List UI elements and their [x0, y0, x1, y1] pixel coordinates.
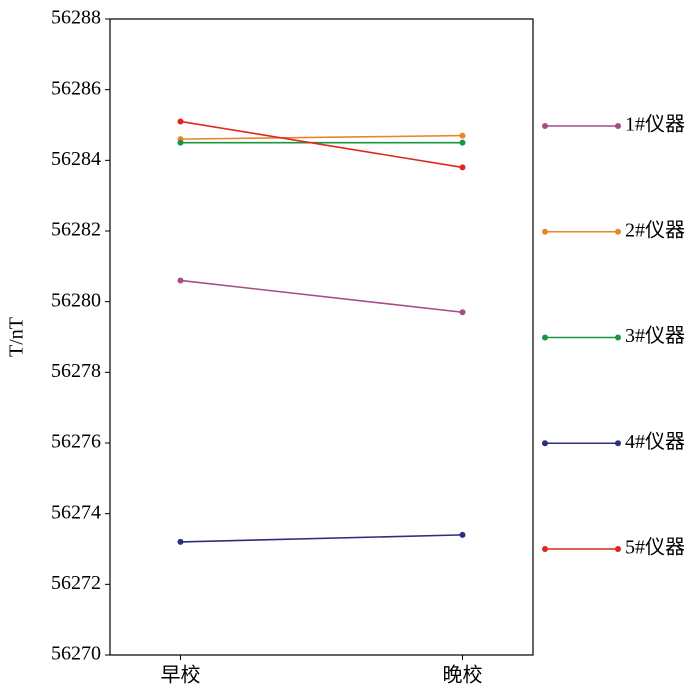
- legend-dot: [615, 440, 621, 447]
- data-point: [459, 139, 466, 146]
- legend-label: 5#仪器: [625, 537, 685, 559]
- data-point: [459, 531, 466, 538]
- y-tick-label: 56276: [51, 431, 101, 453]
- y-tick-label: 56278: [51, 360, 101, 382]
- y-tick-label: 56282: [51, 219, 101, 241]
- legend-dot: [542, 440, 548, 447]
- legend-dot: [615, 228, 621, 235]
- data-point: [459, 309, 466, 316]
- data-point: [459, 164, 466, 171]
- y-tick-label: 56288: [51, 7, 101, 29]
- series-line: [180, 120, 463, 169]
- legend-dot: [542, 228, 548, 235]
- series-line: [180, 279, 463, 314]
- data-point: [459, 132, 466, 139]
- y-tick-label: 56272: [51, 572, 101, 594]
- series-line: [180, 534, 463, 543]
- data-point: [177, 139, 184, 146]
- legend-label: 3#仪器: [625, 325, 685, 347]
- legend-dot: [542, 334, 548, 341]
- legend-label: 1#仪器: [625, 114, 685, 136]
- legend-dot: [542, 123, 548, 129]
- y-tick-label: 56274: [51, 501, 101, 523]
- plot-frame: [109, 18, 534, 656]
- y-tick-label: 56280: [51, 289, 101, 311]
- legend-dot: [615, 123, 621, 129]
- y-tick-label: 56270: [51, 643, 101, 665]
- data-point: [177, 538, 184, 545]
- data-point: [177, 118, 184, 125]
- legend-dot: [615, 334, 621, 341]
- x-tick-label: 晚校: [443, 664, 483, 687]
- series-line: [180, 134, 463, 140]
- legend-label: 2#仪器: [625, 219, 685, 241]
- x-tick-label: 早校: [161, 664, 201, 687]
- legend-label: 4#仪器: [625, 431, 685, 453]
- data-point: [177, 277, 184, 284]
- legend-dot: [615, 546, 621, 552]
- y-axis-label: T/nT: [6, 317, 28, 357]
- legend-dot: [542, 546, 548, 552]
- y-tick-label: 56286: [51, 77, 101, 99]
- y-tick-label: 56284: [51, 148, 101, 170]
